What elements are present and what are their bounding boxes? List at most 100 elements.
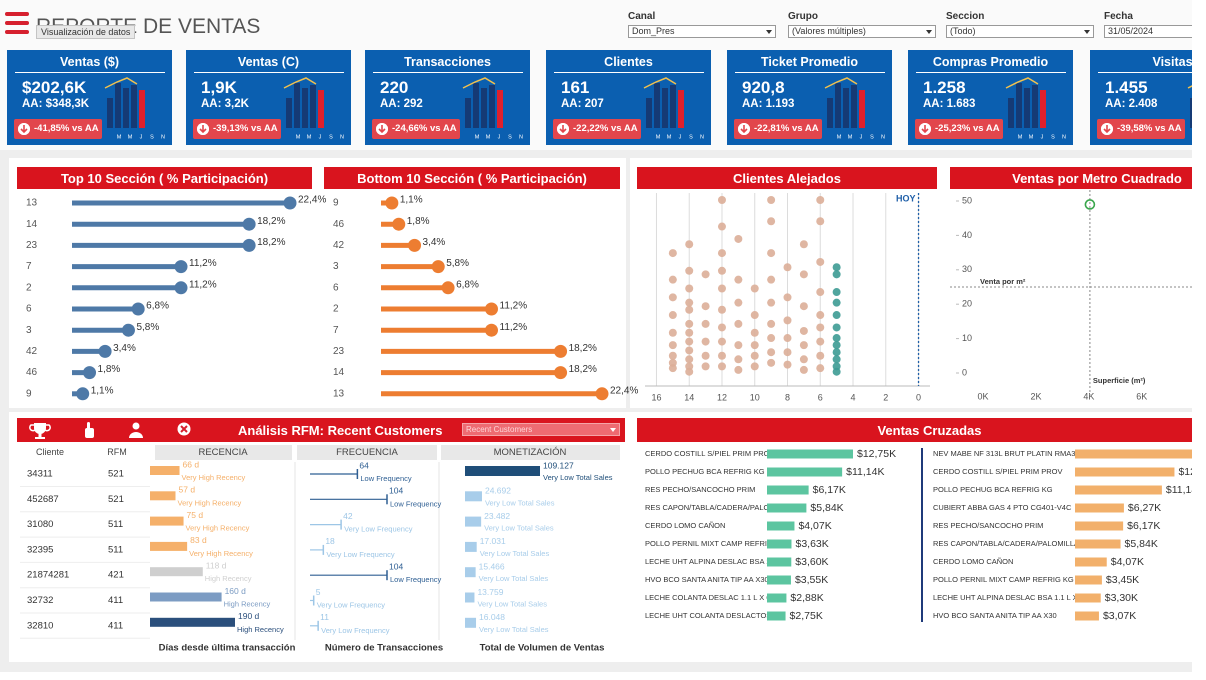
mini-axis-label: J xyxy=(1041,134,1044,140)
rfm-selector[interactable]: Recent Customers xyxy=(462,423,620,436)
bar xyxy=(1075,485,1162,495)
rfm-score: 411 xyxy=(108,595,123,606)
kpi-previous: AA: 1.683 xyxy=(923,98,976,110)
panel xyxy=(318,158,626,408)
lollipop xyxy=(72,302,145,316)
scatter-point xyxy=(717,305,726,314)
lollipop-head xyxy=(554,344,568,358)
lollipop xyxy=(72,217,256,231)
lollipop xyxy=(381,281,455,295)
lollipop-head xyxy=(174,281,188,295)
scatter-point xyxy=(668,364,677,373)
scatter-point xyxy=(799,240,808,249)
filter-dropdown[interactable]: 31/05/2024 xyxy=(1104,25,1192,38)
scatter-point xyxy=(832,334,841,343)
category-label: 2 xyxy=(26,282,32,293)
value-label: $4,07K xyxy=(798,520,831,532)
scatter-point xyxy=(734,341,743,350)
category-label: LECHE UHT ALPINA DESLAC BSA 1.1 L X6 xyxy=(933,593,1082,602)
mini-bar xyxy=(662,88,668,128)
x-tick-label: 6 xyxy=(818,392,823,402)
scatter-point xyxy=(832,355,841,364)
monetization-bar xyxy=(465,491,482,502)
value-label: 1,8% xyxy=(98,364,121,375)
scatter-point xyxy=(767,217,776,226)
mini-bar xyxy=(678,90,684,128)
bar xyxy=(1075,611,1099,621)
scatter-point xyxy=(816,323,825,332)
mini-axis-label: M xyxy=(1018,134,1023,140)
category-label: 42 xyxy=(26,346,38,357)
x-tick-label: 14 xyxy=(684,392,694,402)
scatter-point xyxy=(799,302,808,311)
scatter-point xyxy=(783,348,792,357)
kpi-rule xyxy=(554,72,704,73)
filter-dropdown[interactable]: Dom_Pres xyxy=(628,25,776,38)
value-label: $6,17K xyxy=(813,484,846,496)
value-label: $3,55K xyxy=(795,574,828,586)
filter-dropdown[interactable]: (Todo) xyxy=(946,25,1094,38)
frequency-segment: Very Low Frequency xyxy=(321,626,390,635)
mini-axis-label: M xyxy=(837,134,842,140)
mini-axis-label: M xyxy=(667,134,672,140)
monetization-bar xyxy=(465,541,477,552)
scatter-point xyxy=(783,263,792,272)
scatter-point xyxy=(668,311,677,320)
lollipop xyxy=(72,366,97,380)
scatter-point xyxy=(685,305,694,314)
value-label: 22,4% xyxy=(298,195,326,206)
rfm-score: 521 xyxy=(108,494,124,505)
mini-axis-label: N xyxy=(881,134,885,140)
scatter-point xyxy=(783,293,792,302)
scatter-point xyxy=(767,358,776,367)
trophy-icon[interactable] xyxy=(29,423,51,439)
scatter-point xyxy=(799,341,808,350)
monetization-segment: Very Low Total Sales xyxy=(485,498,555,507)
kpi-previous: AA: 207 xyxy=(561,98,604,110)
filter-dropdown[interactable]: (Valores múltiples) xyxy=(788,25,936,38)
mini-axis-label: S xyxy=(689,134,693,140)
value-label: 5,8% xyxy=(136,322,159,333)
scatter-point xyxy=(816,351,825,360)
hand-icon[interactable] xyxy=(85,422,94,438)
category-label: CERDO COSTILL S/PIEL PRIM PROV xyxy=(933,467,1062,476)
category-label: CERDO COSTILL S/PIEL PRIM PROV xyxy=(645,449,774,458)
frequency-label: 64 xyxy=(359,460,369,470)
value-label: $3,60K xyxy=(795,556,828,568)
lollipop-head xyxy=(174,260,188,274)
scatter-point xyxy=(717,323,726,332)
category-label: 7 xyxy=(333,325,339,336)
monetization-label: 17.031 xyxy=(480,536,506,546)
filter-label: Fecha xyxy=(1104,11,1133,22)
value-label: $3,07K xyxy=(1103,610,1136,622)
reference-label: Venta por m² xyxy=(980,277,1026,286)
recency-label: 160 d xyxy=(225,586,247,596)
scatter-point xyxy=(701,362,710,371)
cancel-icon[interactable] xyxy=(177,422,191,436)
x-tick-label: 2K xyxy=(1030,391,1041,401)
monetization-segment: Very Low Total Sales xyxy=(543,473,613,482)
category-label: 13 xyxy=(26,198,38,209)
mini-bar xyxy=(302,88,308,128)
mini-bar xyxy=(1008,98,1014,128)
scatter-point xyxy=(717,196,726,204)
scatter-point xyxy=(1084,199,1096,210)
mini-axis-label: N xyxy=(700,134,704,140)
frequency-segment: Low Frequency xyxy=(360,474,412,483)
rfm-score: 421 xyxy=(108,570,124,581)
chart-layer: MMJSNMMJSNMMJSNMMJSNMMJSNMMJSNMMJSN1322,… xyxy=(18,77,1192,654)
value-label: 11,2% xyxy=(500,322,528,333)
mini-axis-label: S xyxy=(508,134,512,140)
person-icon[interactable] xyxy=(129,422,143,439)
filter-label: Grupo xyxy=(788,11,818,22)
kpi-rule xyxy=(1098,72,1192,73)
mini-axis-label: S xyxy=(870,134,874,140)
mini-bar xyxy=(123,88,129,128)
scatter-point xyxy=(668,341,677,350)
menu-icon[interactable] xyxy=(5,12,29,34)
kpi-title: Ventas (C) xyxy=(237,55,300,69)
lollipop-head xyxy=(242,217,256,231)
value-label: 18,2% xyxy=(569,343,597,354)
kpi-title: Compras Promedio xyxy=(932,55,1049,69)
scatter-point xyxy=(717,337,726,346)
